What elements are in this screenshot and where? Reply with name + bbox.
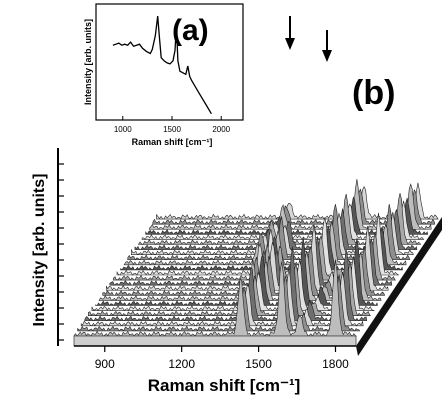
main-y-ticks xyxy=(58,163,64,341)
panel-label-b: (b) xyxy=(352,74,395,112)
inset-y-axis-label: Intensity [arb. units] xyxy=(83,19,93,105)
waterfall-spectrum xyxy=(87,260,372,317)
inset-plot-a: 1000 1500 2000 (a) Intensity [arb. units] … xyxy=(83,3,244,147)
inset-x-tick-label: 1500 xyxy=(163,125,181,134)
inset-x-axis-label: Raman shift [cm⁻¹] xyxy=(132,137,213,147)
waterfall-spectrum xyxy=(91,256,375,312)
main-x-tick-label: 1500 xyxy=(245,357,272,371)
panel-label-a: (a) xyxy=(172,14,209,47)
waterfall-spectrum xyxy=(80,268,364,327)
peak-arrow-1 xyxy=(285,16,295,50)
waterfall-floor xyxy=(73,335,357,347)
main-x-axis-label: Raman shift [cm⁻¹] xyxy=(148,376,301,395)
waterfall-spectrum xyxy=(77,274,361,332)
main-x-ticks: 900 1200 1500 1800 xyxy=(95,346,349,371)
inset-spectrum-line xyxy=(112,16,212,115)
main-x-tick-label: 1200 xyxy=(168,357,195,371)
peak-arrow-2 xyxy=(322,30,332,62)
waterfall-spectrum xyxy=(73,259,358,337)
main-x-tick-label: 1800 xyxy=(322,357,349,371)
waterfall-spectrum xyxy=(84,246,368,322)
inset-x-ticks: 1000 1500 2000 xyxy=(114,116,231,134)
inset-x-tick-label: 1000 xyxy=(114,125,132,134)
waterfall-side-face xyxy=(356,217,442,356)
waterfall-plot xyxy=(73,179,439,337)
inset-frame xyxy=(95,3,244,121)
main-x-tick-label: 900 xyxy=(95,357,115,371)
inset-x-tick-label: 2000 xyxy=(212,125,230,134)
main-y-axis-label: Intensity [arb. units] xyxy=(31,174,48,327)
